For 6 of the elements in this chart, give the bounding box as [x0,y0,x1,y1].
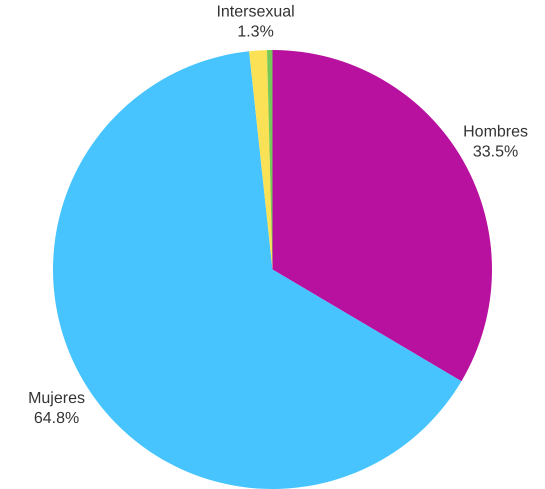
data-label: 33.5% [472,144,518,161]
slice-label: Mujeres [28,390,85,407]
data-label: 64.8% [34,410,80,427]
slice-label: Hombres [463,124,528,141]
slice-label: Intersexual [216,3,295,20]
data-label: 1.3% [237,23,274,40]
